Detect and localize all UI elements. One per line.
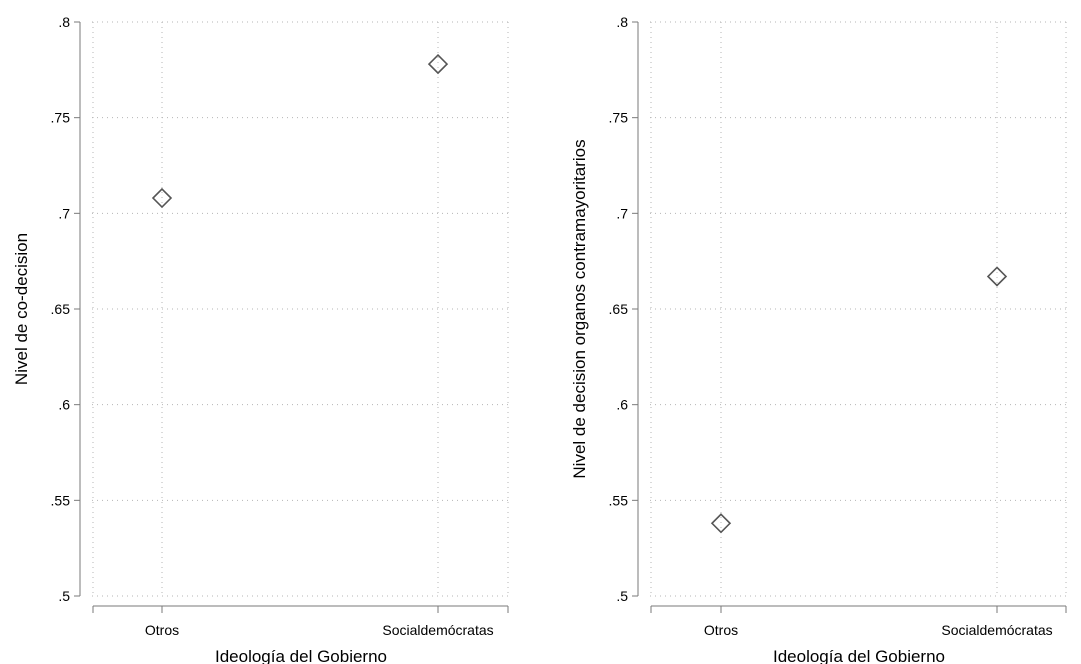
y-tick-label: .8	[58, 14, 70, 30]
y-tick-label: .55	[609, 492, 629, 508]
y-tick-label: .65	[609, 301, 629, 317]
y-tick-label: .6	[58, 397, 70, 413]
data-point-socialdemcratas	[986, 266, 1008, 287]
data-point-socialdemcratas	[427, 53, 449, 75]
y-axis-title-right: Nivel de decision organos contramayorita…	[570, 139, 589, 478]
y-tick-label: .8	[616, 14, 628, 30]
left-panel: Ideología del Gobierno Nivel de co-decis…	[12, 14, 509, 664]
x-tick-label: Otros	[704, 622, 738, 638]
x-axis-title-left: Ideología del Gobierno	[215, 647, 387, 664]
right-panel: Ideología del Gobierno Nivel de decision…	[570, 14, 1067, 664]
x-tick-label: Socialdemócratas	[941, 622, 1052, 638]
data-point-otros	[710, 513, 732, 534]
y-tick-label: .6	[616, 397, 628, 413]
y-tick-label: .75	[51, 110, 71, 126]
y-tick-label: .75	[609, 110, 629, 126]
y-tick-label: .7	[58, 205, 70, 221]
y-tick-label: .5	[58, 588, 70, 604]
y-tick-label: .5	[616, 588, 628, 604]
x-tick-label: Otros	[145, 622, 179, 638]
x-axis-title-right: Ideología del Gobierno	[773, 647, 945, 664]
y-tick-label: .65	[51, 301, 71, 317]
y-axis-title-left: Nivel de co-decision	[12, 233, 31, 385]
y-tick-label: .7	[616, 205, 628, 221]
x-tick-label: Socialdemócratas	[382, 622, 493, 638]
data-point-otros	[151, 187, 173, 209]
y-tick-label: .55	[51, 492, 71, 508]
